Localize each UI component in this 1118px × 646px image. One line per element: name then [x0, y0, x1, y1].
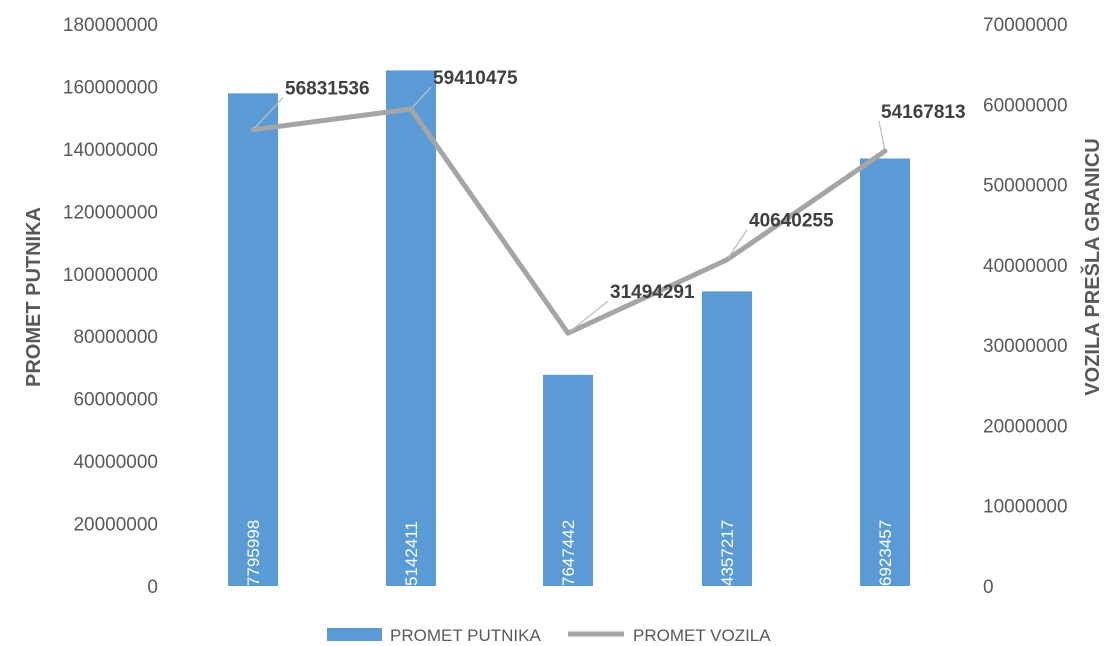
left-tick-label: 180000000: [63, 15, 158, 36]
bar: [860, 158, 910, 586]
right-tick-label: 20000000: [983, 416, 1068, 437]
bar: [228, 93, 278, 586]
legend: PROMET PUTNIKA PROMET VOZILA: [327, 626, 771, 645]
legend-swatch-promet-putnika: [327, 628, 382, 641]
left-tick-label: 120000000: [63, 202, 158, 223]
bar-value-label: 6923457: [876, 520, 895, 586]
bar-value-label: 7795998: [244, 520, 263, 586]
line-value-label: 31494291: [610, 282, 695, 303]
left-tick-label: 100000000: [63, 265, 158, 286]
bar-series: 7795998 5142411 7647442 4357217 6923457: [228, 70, 910, 587]
label-leader-line: [567, 300, 609, 334]
left-tick-label: 160000000: [63, 77, 158, 98]
right-tick-label: 30000000: [983, 336, 1068, 357]
right-axis-title: VOZILA PREŠLA GRANICU: [1080, 138, 1104, 395]
line-value-label: 59410475: [433, 68, 518, 89]
bar-value-label: 7647442: [559, 520, 578, 586]
right-tick-label: 50000000: [983, 176, 1068, 197]
line-value-label: 56831536: [285, 79, 370, 100]
left-tick-label: 80000000: [73, 327, 158, 348]
line-point: [724, 257, 730, 263]
label-leader-line: [252, 97, 284, 131]
left-tick-label: 60000000: [73, 390, 158, 411]
label-leader-line: [878, 120, 886, 152]
line-value-label: 40640255: [749, 211, 834, 232]
left-axis-title: PROMET PUTNIKA: [23, 207, 45, 387]
line-point: [250, 127, 256, 133]
right-tick-label: 0: [983, 577, 994, 598]
left-tick-label: 20000000: [73, 515, 158, 536]
line-series: 56831536 59410475 31494291 40640255 54167813: [250, 68, 966, 336]
bar: [543, 374, 593, 586]
legend-label-promet-putnika: PROMET PUTNIKA: [390, 626, 541, 645]
bar-value-label: 5142411: [402, 521, 421, 586]
left-tick-label: 0: [147, 577, 158, 598]
label-leader-line: [726, 229, 748, 261]
label-leader-line: [410, 86, 432, 110]
right-tick-label: 10000000: [983, 497, 1068, 518]
bar: [386, 70, 436, 587]
line-point: [882, 148, 888, 154]
legend-label-promet-vozila: PROMET VOZILA: [633, 626, 771, 645]
left-tick-label: 40000000: [73, 452, 158, 473]
left-tick-label: 140000000: [63, 140, 158, 161]
bar: [702, 291, 752, 586]
left-axis-ticks: 0 20000000 40000000 60000000 80000000 1000000…: [63, 15, 158, 598]
right-tick-label: 60000000: [983, 95, 1068, 116]
line-point: [408, 106, 414, 112]
right-tick-label: 40000000: [983, 256, 1068, 277]
bar-value-label: 4357217: [718, 520, 737, 586]
right-axis-ticks: 0 10000000 20000000 30000000 40000000 5000000…: [983, 15, 1068, 598]
right-tick-label: 70000000: [983, 15, 1068, 36]
line-point: [565, 330, 571, 336]
line-value-label: 54167813: [881, 102, 966, 123]
